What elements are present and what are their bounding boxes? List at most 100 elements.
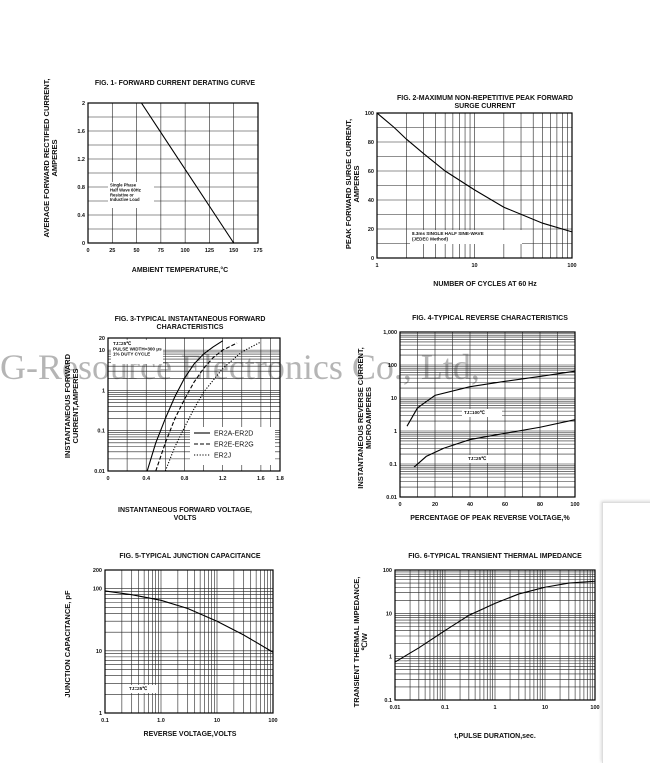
fig2-xtick-1: 10: [471, 263, 477, 269]
fig6-xtick-1: 0.1: [441, 705, 449, 711]
fig4-chart: 0 20 40 60 80 100 0.01 0.1 1 10 100 1,000 TJ=100℃ TJ=…: [383, 330, 579, 508]
fig1-xtick-1: 25: [109, 248, 115, 254]
fig6-ytick-1: 1: [389, 655, 392, 661]
fig2-annotation-bg: [410, 230, 522, 244]
fig4-annotation-25-line: TJ=25℃: [468, 455, 487, 461]
fig5-title: FIG. 5-TYPICAL JUNCTION CAPACITANCE: [119, 553, 261, 560]
fig1-ylabel: AVERAGE FORWARD RECTIFIED CURRENT, AMPER…: [42, 78, 59, 238]
fig1-ytick-4: 1.6: [77, 129, 85, 135]
fig2-chart: 1 10 100 0 20 40 60 80 100 8.3ms SINGLE HALF SINE…: [365, 111, 577, 269]
fig5-ytick-2: 100: [93, 587, 102, 593]
fig3-annotation: TJ=25℃ PULSE WIDTH=300 μs 1% DUTY CYCLE: [113, 340, 162, 356]
fig2-annotation: 8.3ms SINGLE HALF SINE-WAVE (JEDEC Method…: [412, 231, 484, 241]
fig3-annotation-line: PULSE WIDTH=300 μs: [113, 346, 162, 351]
fig5-xlabel: REVERSE VOLTAGE,VOLTS: [143, 731, 237, 738]
fig5-annotation-bg: [127, 685, 157, 693]
fig2-annotation-line: (JEDEC Method): [412, 236, 448, 241]
fig3-xtick-0: 0: [106, 476, 109, 482]
fig3-legend-label-2: ER2J: [214, 453, 231, 460]
fig5-ytick-1: 10: [96, 649, 102, 655]
fig4-xtick-2: 40: [467, 502, 473, 508]
fig1-xtick-5: 125: [205, 248, 214, 254]
fig3-chart: 0 0.4 0.8 1.2 1.6 1.8 0.01 0.1 1 10 20 TJ=25℃ PULSE …: [94, 336, 284, 482]
fig4-xtick-0: 0: [398, 502, 401, 508]
fig1-xtick-3: 75: [158, 248, 164, 254]
fig6-xtick-0: 0.01: [390, 705, 401, 711]
fig3-legend-label-0: ER2A-ER2D: [214, 431, 253, 438]
fig4-annotation-100: TJ=100℃: [464, 409, 486, 415]
fig4-annotation-100-bg: [462, 409, 502, 417]
fig3-ytick-1: 0.1: [97, 429, 105, 435]
fig1-ytick-3: 1.2: [77, 157, 85, 163]
fig5-annotation-line: TJ=25℃: [129, 685, 148, 691]
fig2-title: FIG. 2-MAXIMUM NON-REPETITIVE PEAK FORWA…: [396, 95, 574, 110]
fig4-ytick-4: 100: [388, 363, 397, 369]
fig1-xtick-4: 100: [181, 248, 190, 254]
fig5-ylabel: JUNCTION CAPACITANCE, pF: [63, 590, 72, 698]
fig5-series-0: [104, 590, 274, 653]
fig2-xtick-2: 100: [567, 263, 576, 269]
fig4-xlabel: PERCENTAGE OF PEAK REVERSE VOLTAGE,%: [410, 515, 570, 522]
fig6-ytick-3: 100: [383, 568, 392, 574]
fig2-xlabel: NUMBER OF CYCLES AT 60 Hz: [433, 281, 537, 288]
fig6-frame: [394, 569, 596, 701]
fig3-xlabel: INSTANTANEOUS FORWARD VOLTAGE, VOLTS: [118, 507, 252, 522]
fig3-ytick-4: 20: [99, 336, 105, 342]
fig2-ytick-2: 40: [368, 198, 374, 204]
fig6-xtick-4: 100: [590, 705, 599, 711]
fig1-ytick-0: 0: [82, 241, 85, 247]
fig2-series-0: [376, 112, 573, 233]
fig1-annotation-line: Resistive or: [110, 192, 134, 197]
fig2-ytick-5: 100: [365, 111, 374, 117]
overlay-panel: [602, 502, 650, 763]
fig1-frame: [87, 102, 259, 244]
fig1-chart: 0 25 50 75 100 125 150 175 0 0.4 0.8 1.2 1.6 2 Single …: [77, 101, 262, 254]
fig5-chart: 0.1 1.0 10 100 1 10 100 200 TJ=25℃: [93, 568, 278, 724]
fig2-annotation-line: 8.3ms SINGLE HALF SINE-WAVE: [412, 231, 484, 236]
fig4-series-0: [406, 370, 576, 427]
fig1-xtick-6: 150: [229, 248, 238, 254]
fig1-title: FIG. 1- FORWARD CURRENT DERATING CURVE: [94, 80, 256, 87]
fig5-xtick-3: 100: [268, 718, 277, 724]
fig6-title: FIG. 6-TYPICAL TRANSIENT THERMAL IMPEDAN…: [408, 553, 582, 560]
fig3-xtick-5: 1.8: [276, 476, 284, 482]
fig1-xlabel: AMBIENT TEMPERATURE,°C: [131, 267, 229, 274]
fig4-title: FIG. 4-TYPICAL REVERSE CHARACTERISTICS: [412, 315, 568, 322]
fig1-ytick-5: 2: [82, 101, 85, 107]
fig4-series-1: [413, 419, 576, 468]
fig4-ytick-1: 0.1: [389, 462, 397, 468]
fig3-series-0: [146, 340, 223, 472]
fig6-series-0: [394, 580, 596, 663]
fig5-annotation: TJ=25℃: [129, 685, 148, 691]
fig1-annotation-line: Inductive Load: [110, 197, 140, 202]
fig3-annotation-line: TJ=25℃: [113, 340, 132, 346]
fig1-ytick-1: 0.4: [77, 213, 86, 219]
fig1-series-0: [88, 102, 235, 244]
fig3-title: FIG. 3-TYPICAL INSTANTANEOUS FORWARD CHA…: [114, 316, 266, 331]
fig4-ytick-2: 1: [394, 429, 397, 435]
fig5-xtick-0: 0.1: [101, 718, 109, 724]
fig4-xtick-4: 80: [537, 502, 543, 508]
fig3-ylabel: INSTANTANEOUS FORWARD CURRENT,AMPERES: [63, 353, 80, 459]
fig4-ytick-3: 10: [391, 396, 397, 402]
fig4-frame: [399, 331, 576, 498]
fig6-ytick-0: 0.1: [384, 698, 392, 704]
fig5-xtick-1: 1.0: [157, 718, 165, 724]
fig5-ytick-0: 1: [99, 711, 102, 717]
fig1-annotation-line: Single Phase: [110, 183, 137, 188]
fig4-annotation-100-line: TJ=100℃: [464, 409, 486, 415]
fig3-ytick-0: 0.01: [94, 469, 105, 475]
fig3-ytick-2: 1: [102, 388, 105, 394]
fig6-ytick-2: 10: [386, 611, 392, 617]
fig3-legend-label-1: ER2E-ER2G: [214, 442, 254, 449]
fig2-ylabel: PEAK FORWARD SURGE CURRENT, AMPERES: [344, 118, 361, 250]
fig5-frame: [104, 569, 274, 714]
fig2-ytick-1: 20: [368, 227, 374, 233]
fig3-xtick-2: 0.8: [181, 476, 189, 482]
fig6-xtick-3: 10: [542, 705, 548, 711]
fig4-annotation-25: TJ=25℃: [468, 455, 487, 461]
fig1-annotation-line: Half Wave 60Hz: [110, 188, 141, 193]
fig2-ytick-3: 60: [368, 169, 374, 175]
fig5-xtick-2: 10: [214, 718, 220, 724]
fig4-xtick-3: 60: [502, 502, 508, 508]
